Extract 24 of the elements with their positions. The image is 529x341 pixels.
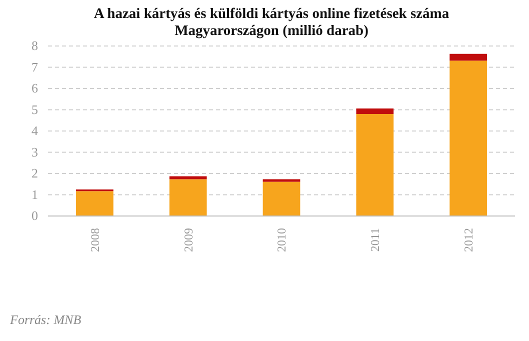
bar bbox=[450, 54, 487, 61]
y-tick-label: 8 bbox=[32, 38, 38, 54]
bar bbox=[356, 108, 394, 114]
x-tick-label: 2012 bbox=[462, 228, 476, 252]
y-tick-label: 1 bbox=[32, 186, 38, 202]
y-tick-label: 4 bbox=[32, 123, 38, 138]
y-tick-label: 5 bbox=[32, 102, 38, 117]
y-tick-label: 6 bbox=[32, 80, 38, 96]
text: Forrás: MNB bbox=[9, 312, 82, 327]
bar bbox=[169, 179, 207, 216]
y-tick-label: 0 bbox=[32, 208, 38, 224]
x-tick-label: 2010 bbox=[274, 228, 289, 252]
bar bbox=[262, 182, 300, 216]
bar bbox=[262, 179, 300, 182]
bar bbox=[356, 114, 394, 216]
bar bbox=[76, 191, 114, 216]
chart-title: A hazai kártyás és külföldi kártyás online fizetések száma Magyarországon (millió darab) bbox=[94, 6, 450, 39]
x-tick-label: 2011 bbox=[368, 228, 382, 252]
x-tick-label: 2009 bbox=[181, 228, 196, 252]
y-tick-label: 7 bbox=[32, 59, 38, 74]
y-tick-label: 2 bbox=[32, 166, 38, 181]
bar bbox=[450, 60, 487, 216]
x-tick-label: 2008 bbox=[88, 228, 102, 252]
y-tick-label: 3 bbox=[32, 144, 38, 160]
